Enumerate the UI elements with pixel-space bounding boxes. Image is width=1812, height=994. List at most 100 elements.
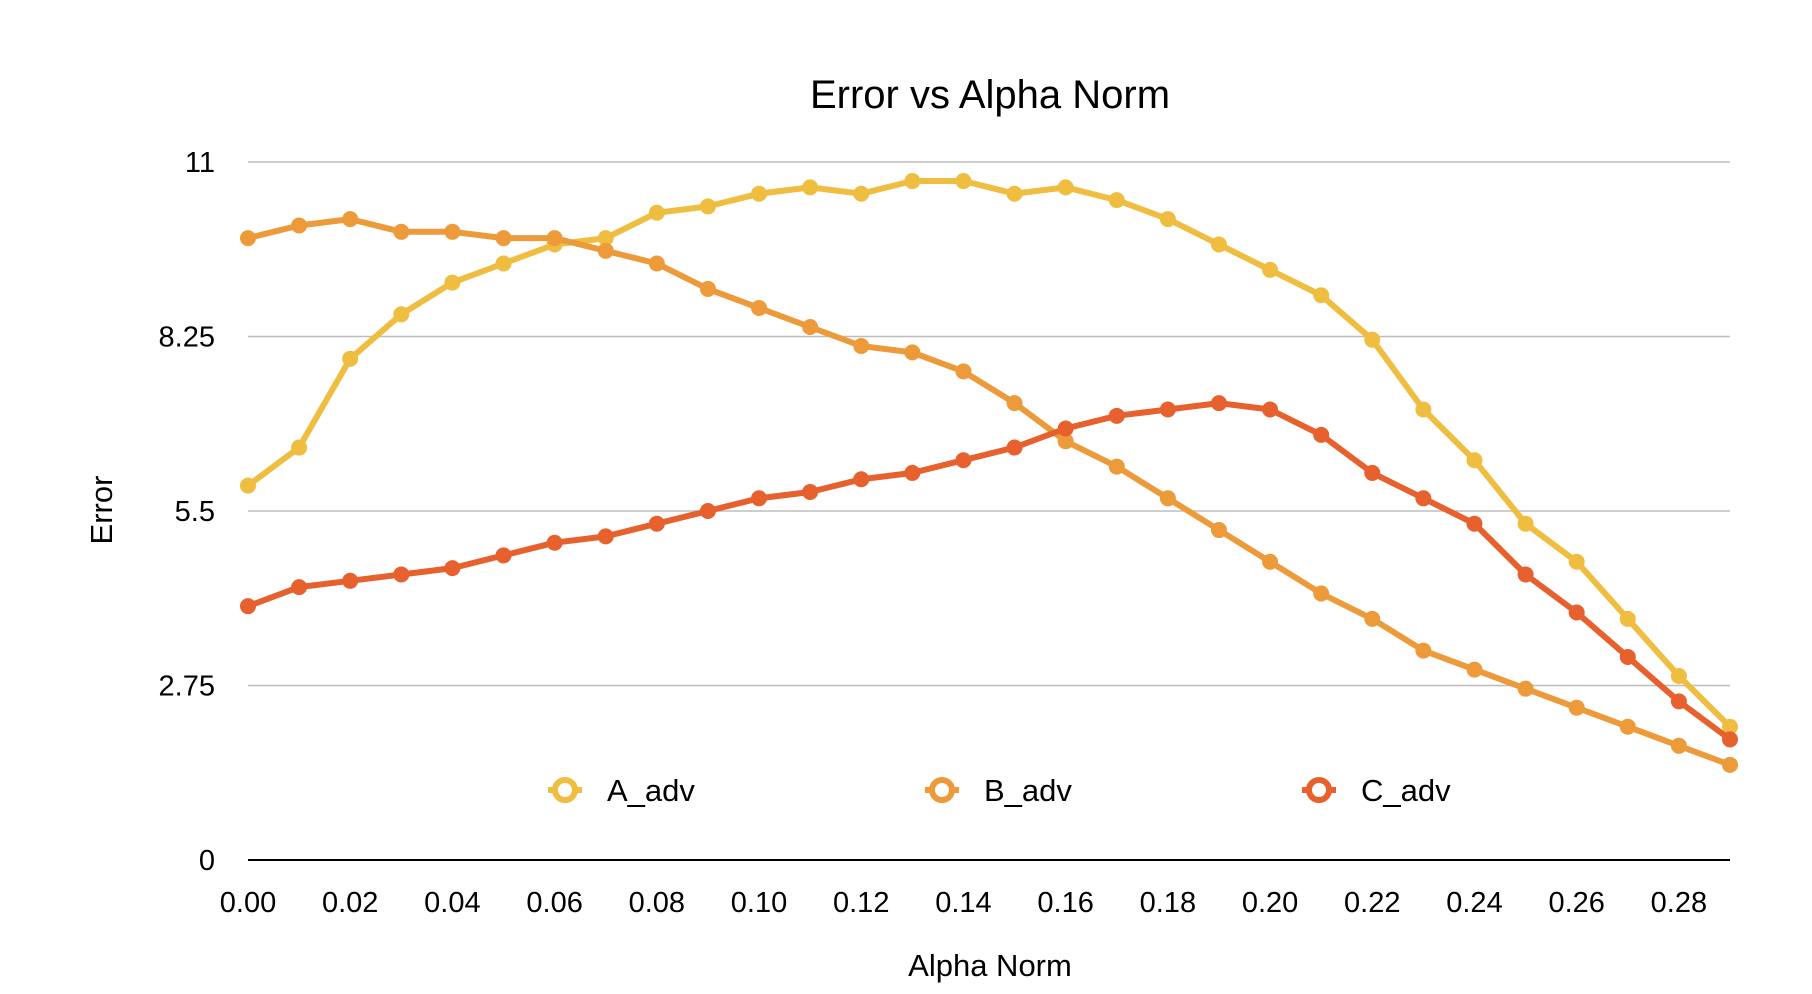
data-point — [648, 255, 665, 272]
data-point — [597, 230, 614, 247]
data-point — [1670, 693, 1687, 710]
data-point — [699, 503, 716, 519]
series-b-adv — [240, 211, 1738, 773]
legend-swatch-marker — [1306, 777, 1332, 803]
data-point — [1006, 395, 1023, 412]
data-point — [291, 217, 308, 234]
data-point — [240, 598, 256, 615]
data-point — [1262, 401, 1279, 418]
data-point — [1057, 433, 1074, 450]
data-point — [444, 223, 461, 240]
data-point — [1262, 261, 1279, 278]
data-point — [1006, 439, 1023, 456]
data-point — [546, 230, 563, 247]
data-point — [1568, 699, 1585, 716]
data-point — [1262, 553, 1279, 570]
data-point — [1722, 718, 1738, 735]
y-axis-ticks: 0 2.75 5.5 8.25 11 — [159, 147, 215, 877]
gridlines — [248, 161, 1730, 687]
data-point — [1568, 604, 1585, 621]
data-point — [1210, 522, 1227, 539]
data-point — [1517, 680, 1534, 697]
data-point — [597, 242, 614, 259]
data-point — [699, 280, 716, 297]
data-point — [1108, 407, 1125, 424]
x-tick-label: 0.08 — [629, 887, 685, 919]
data-point — [1415, 490, 1432, 507]
data-point — [240, 477, 256, 494]
y-tick-label: 5.5 — [175, 496, 215, 528]
data-point — [1313, 287, 1330, 304]
data-point — [699, 198, 716, 215]
data-point — [1313, 585, 1330, 602]
data-point — [802, 318, 819, 335]
x-tick-label: 0.10 — [731, 887, 787, 919]
series-line — [245, 178, 1733, 730]
legend: A_adv B_adv C_adv — [548, 773, 1451, 808]
x-tick-label: 0.28 — [1651, 887, 1707, 919]
series-line — [245, 400, 1733, 743]
data-point — [1057, 420, 1074, 437]
y-axis-label: Error — [84, 476, 119, 545]
data-point — [597, 528, 614, 545]
data-point — [1159, 211, 1176, 228]
legend-swatch-marker — [929, 777, 955, 803]
data-point — [1466, 661, 1483, 678]
y-tick-label: 2.75 — [159, 671, 215, 703]
legend-label: A_adv — [607, 773, 695, 808]
data-point — [904, 464, 921, 481]
legend-item-c-adv: C_adv — [1302, 773, 1451, 808]
data-point — [342, 572, 359, 589]
data-point — [1159, 490, 1176, 507]
data-point — [495, 230, 512, 247]
data-point — [393, 566, 410, 583]
data-point — [955, 173, 972, 190]
data-point — [751, 299, 768, 316]
data-point — [955, 452, 972, 469]
x-tick-label: 0.22 — [1344, 887, 1400, 919]
legend-item-a-adv: A_adv — [548, 773, 695, 808]
data-point — [546, 534, 563, 551]
data-point — [853, 185, 870, 202]
data-point — [444, 560, 461, 577]
x-tick-label: 0.24 — [1446, 887, 1502, 919]
data-point — [1108, 458, 1125, 475]
data-point — [1057, 179, 1074, 196]
data-point — [1210, 236, 1227, 253]
legend-label: C_adv — [1361, 773, 1451, 808]
data-point — [240, 230, 256, 247]
data-point — [955, 363, 972, 380]
data-point — [393, 306, 410, 323]
data-point — [1466, 452, 1483, 469]
data-point — [1619, 718, 1636, 735]
data-point — [444, 274, 461, 291]
data-point — [751, 185, 768, 202]
x-tick-label: 0.00 — [220, 887, 276, 919]
data-point — [1670, 667, 1687, 684]
data-point — [1670, 737, 1687, 754]
data-point — [1568, 553, 1585, 570]
data-point — [853, 471, 870, 488]
data-point — [291, 579, 308, 596]
data-point — [1619, 610, 1636, 627]
data-point — [1415, 401, 1432, 418]
x-tick-label: 0.04 — [424, 887, 480, 919]
data-point — [1159, 401, 1176, 418]
data-point — [1619, 648, 1636, 665]
legend-swatch-marker — [552, 777, 578, 803]
series-c-adv — [240, 395, 1738, 748]
y-tick-label: 11 — [185, 147, 215, 179]
data-point — [1517, 515, 1534, 532]
legend-item-b-adv: B_adv — [925, 773, 1072, 808]
x-tick-label: 0.18 — [1140, 887, 1196, 919]
data-point — [1415, 642, 1432, 659]
data-point — [648, 204, 665, 221]
data-point — [904, 173, 921, 190]
x-tick-label: 0.16 — [1037, 887, 1093, 919]
data-point — [853, 338, 870, 355]
series-group — [240, 173, 1738, 773]
legend-label: B_adv — [984, 773, 1072, 808]
data-point — [291, 439, 308, 456]
series-a-adv — [240, 173, 1738, 735]
data-point — [1722, 731, 1738, 748]
